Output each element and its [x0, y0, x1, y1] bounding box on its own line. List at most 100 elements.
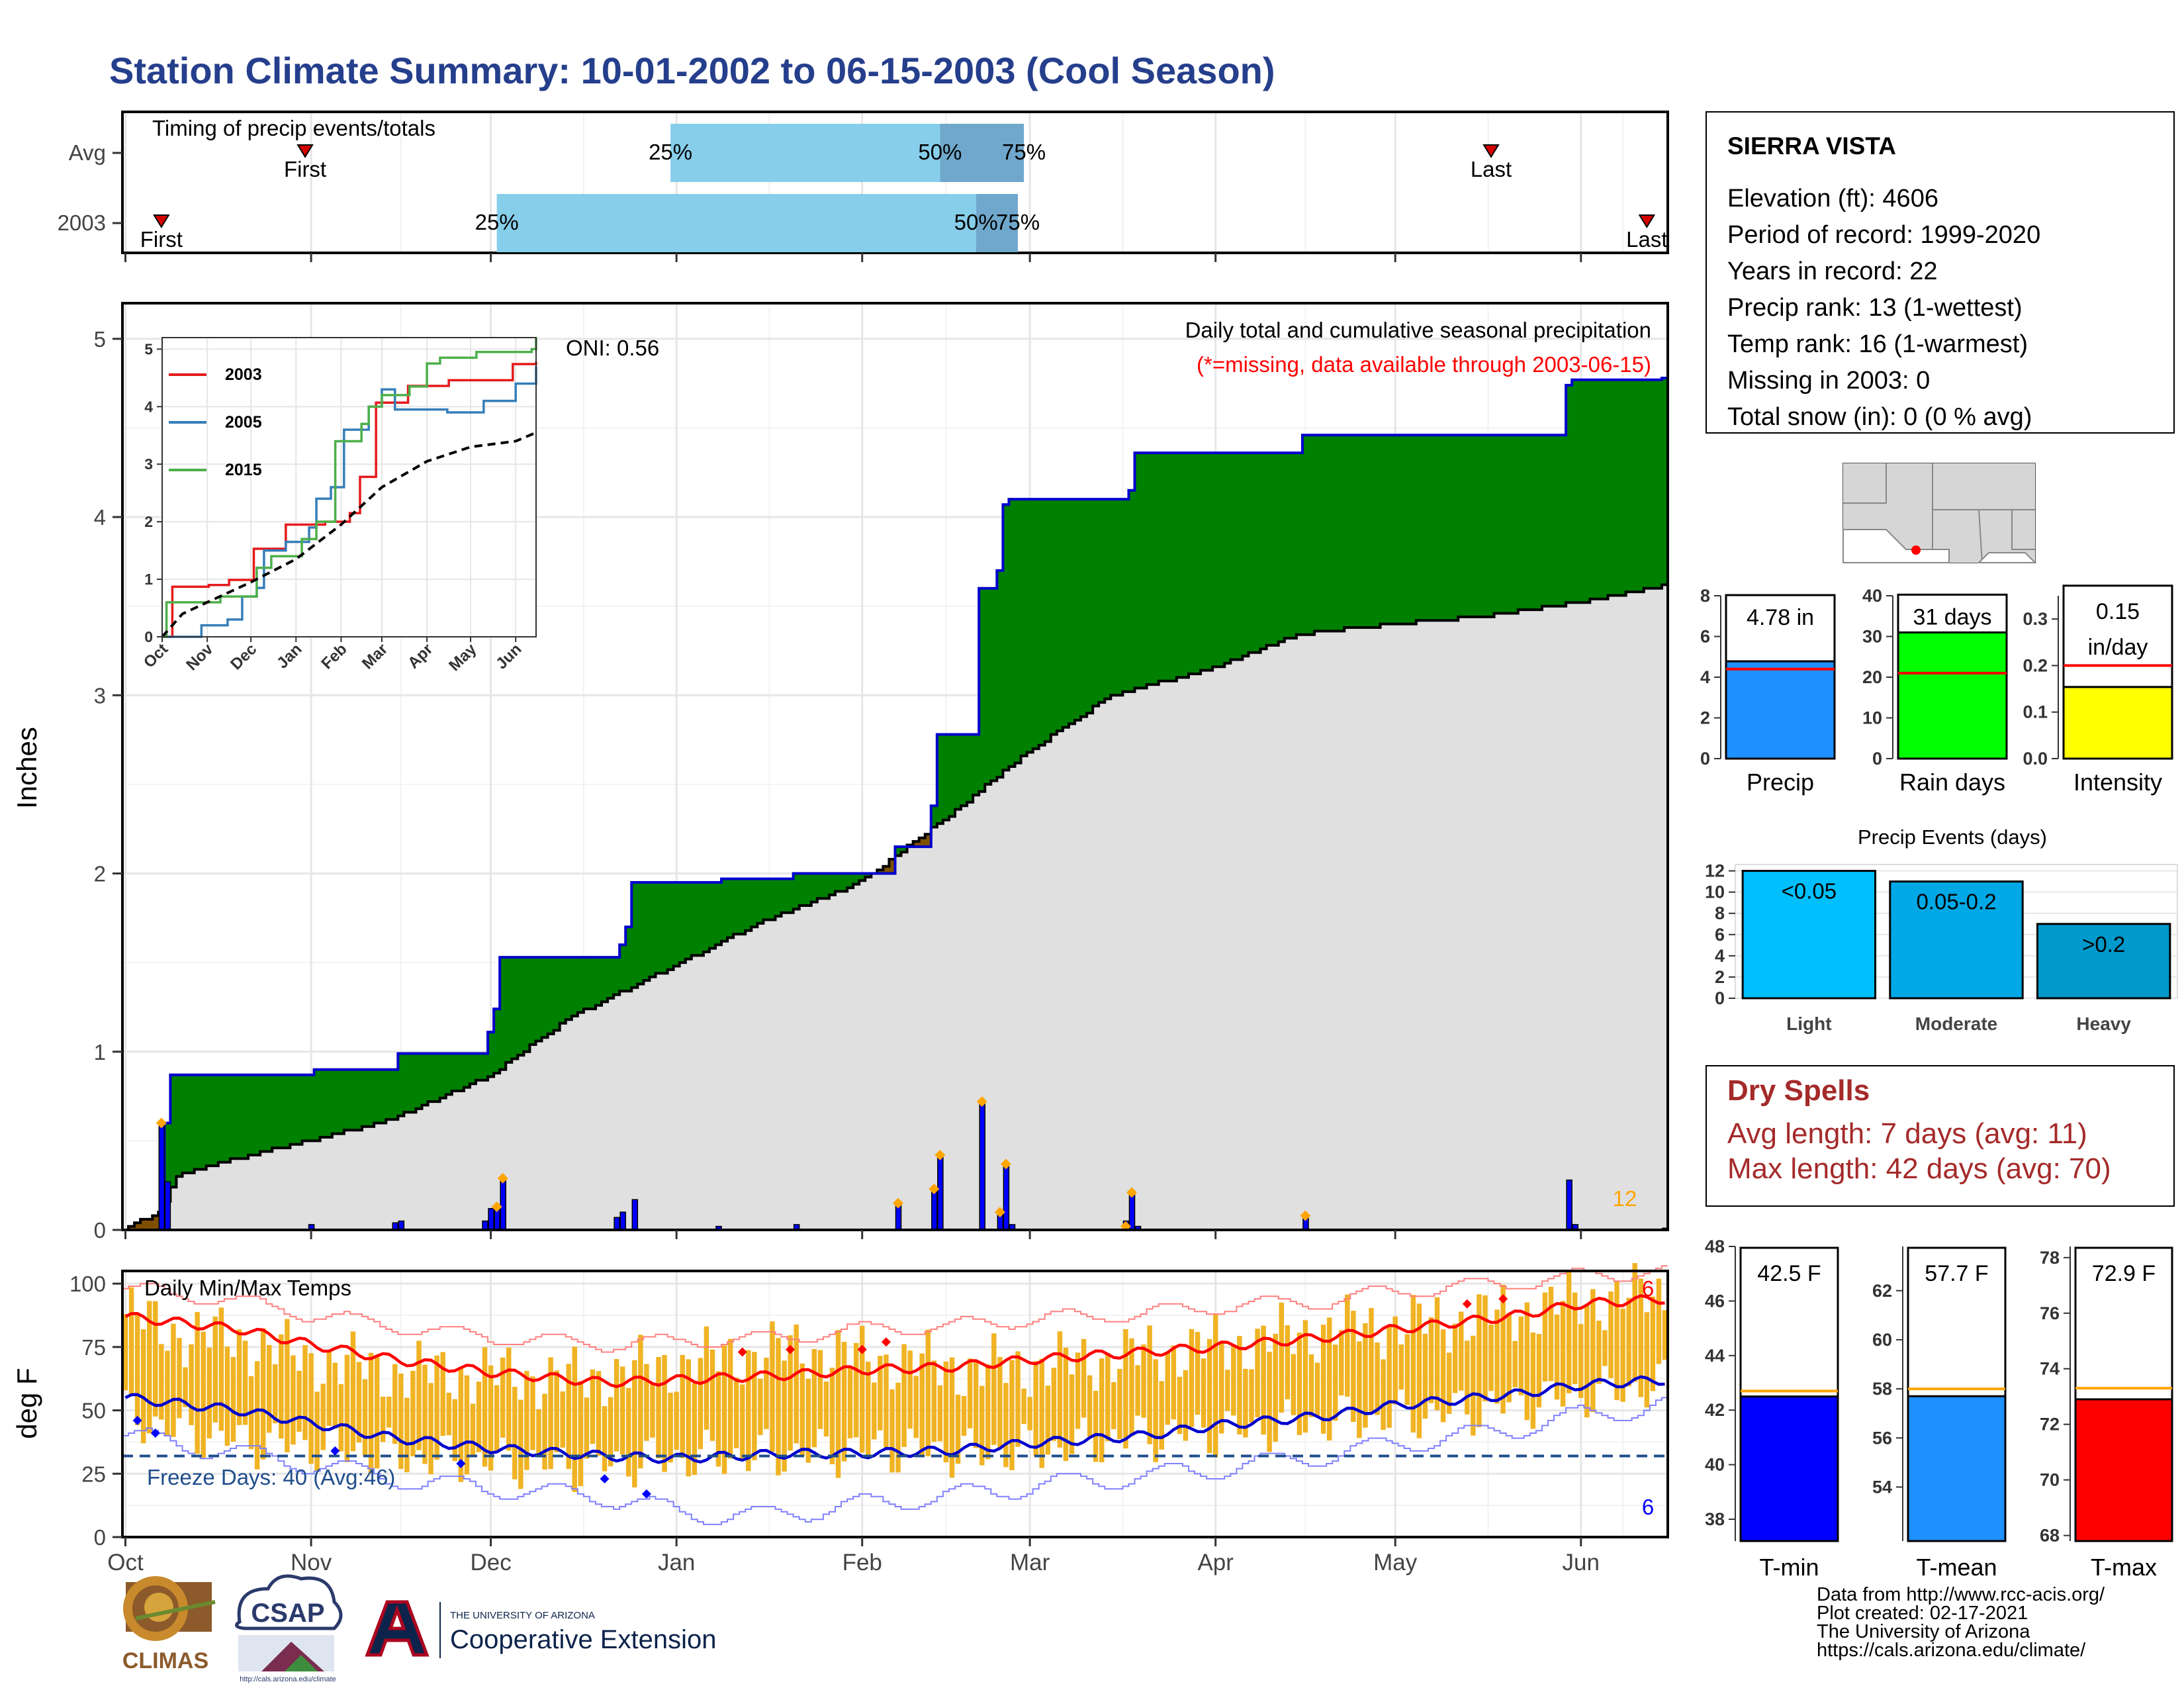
daily-temp-range-bar: [1243, 1368, 1248, 1438]
above-avg-fill: [1081, 499, 1087, 717]
above-avg-fill: [763, 878, 770, 920]
record-low-count: 6: [1642, 1495, 1654, 1519]
above-avg-fill: [1302, 435, 1309, 635]
avg-cumulative-area: [122, 585, 1668, 1230]
above-avg-fill: [1248, 453, 1255, 653]
above-avg-fill: [422, 1053, 429, 1105]
summary-value-box: [2062, 585, 2173, 688]
daily-precip-bar: [398, 1220, 405, 1231]
daily-temp-range-bar: [1465, 1340, 1470, 1415]
daily-temp-range-bar: [1231, 1345, 1236, 1416]
daily-temp-range-bar: [338, 1383, 344, 1452]
summary-value-label: 0.15: [2096, 599, 2140, 624]
daily-temp-range-bar: [794, 1324, 799, 1444]
temperature-summary-charts: 38 40 42 44 46 48 42.5 F T-min 54 56 58 60 62 57.7 F T…: [1705, 1237, 2173, 1581]
record-high-marker: [737, 1347, 747, 1357]
above-avg-fill: [1452, 435, 1459, 621]
precip-panel: Daily total and cumulative seasonal prec…: [11, 302, 1669, 1243]
temp-panel-title: Daily Min/Max Temps: [144, 1276, 351, 1300]
above-avg-fill: [1320, 435, 1327, 632]
below-avg-fill: [877, 870, 884, 874]
events-category-label: Heavy: [2076, 1013, 2131, 1034]
daily-temp-range-bar: [500, 1357, 506, 1438]
above-avg-fill: [547, 957, 555, 1034]
above-avg-fill: [1643, 379, 1651, 588]
above-avg-fill: [997, 570, 1004, 778]
above-avg-fill: [439, 1053, 447, 1098]
tsum-xlabel: T-min: [1760, 1554, 1819, 1581]
record-high-marker: [1498, 1294, 1508, 1304]
events-bar: [1741, 870, 1877, 1000]
above-avg-fill: [1038, 499, 1046, 745]
daily-temp-range-bar: [398, 1373, 404, 1470]
above-avg-fill: [457, 1053, 465, 1091]
above-avg-fill: [1188, 453, 1195, 674]
above-avg-fill: [1350, 435, 1357, 628]
daily-precip-bar: [1128, 1192, 1136, 1231]
record-high-marker: [881, 1337, 891, 1347]
below-avg-fill: [128, 1226, 135, 1230]
small-ytick-label: 4: [1700, 667, 1710, 687]
above-avg-fill: [326, 1069, 333, 1137]
tsum-ytick-label: 40: [1705, 1455, 1725, 1475]
summary-value-box: [1897, 593, 2008, 633]
daily-temp-range-bar: [171, 1323, 176, 1437]
record-low-marker: [132, 1415, 142, 1425]
daily-temp-range-bar: [997, 1356, 1003, 1449]
precip-ytick-label: 2: [94, 862, 106, 886]
above-avg-fill: [1625, 379, 1633, 592]
daily-precip-marker: [994, 1207, 1005, 1218]
daily-temp-range-bar: [835, 1330, 841, 1478]
summary-xlabel: Precip: [1747, 769, 1814, 796]
above-avg-fill: [967, 734, 974, 802]
above-avg-fill: [1602, 379, 1609, 599]
station-info-line: Temp rank: 16 (1-warmest): [1727, 330, 2028, 358]
daily-temp-range-bar: [536, 1409, 541, 1454]
above-avg-fill: [739, 878, 746, 935]
daily-temp-range-bar: [1069, 1374, 1075, 1454]
daily-temp-range-bar: [878, 1356, 883, 1430]
events-ytick-label: 12: [1705, 861, 1725, 881]
daily-temp-range-bar: [296, 1370, 302, 1432]
daily-temp-range-bar: [1015, 1351, 1021, 1447]
daily-temp-range-bar: [374, 1356, 380, 1469]
above-avg-fill: [637, 882, 644, 984]
inset-ytick-label: 5: [144, 340, 153, 357]
daily-temp-range-bar: [733, 1378, 739, 1448]
timing-avg-first-marker: [296, 144, 314, 158]
daily-temp-range-bar: [662, 1355, 667, 1472]
csap-logo-text: CSAP: [251, 1599, 324, 1628]
precip-ytick-label: 0: [94, 1218, 106, 1243]
above-avg-fill: [1608, 379, 1615, 596]
daily-temp-range-bar: [937, 1385, 943, 1442]
above-avg-fill: [374, 1069, 381, 1123]
above-avg-fill: [362, 1069, 369, 1127]
daily-precip-bar: [631, 1199, 639, 1231]
daily-precip-marker: [1126, 1187, 1137, 1198]
daily-temp-range-bar: [1482, 1295, 1488, 1401]
daily-temp-range-bar: [1201, 1358, 1206, 1428]
daily-temp-range-bar: [866, 1361, 871, 1456]
daily-temp-range-bar: [1129, 1338, 1134, 1436]
above-avg-fill: [445, 1053, 453, 1095]
daily-temp-range-bar: [1506, 1313, 1512, 1403]
footer: CLIMAS CSAP http://cals.arizona.edu/clim…: [122, 1574, 2105, 1683]
summary-value-label: in/day: [2088, 635, 2148, 660]
daily-temp-range-bar: [1057, 1331, 1063, 1448]
above-avg-fill: [368, 1069, 375, 1127]
tsum-ytick-label: 46: [1705, 1291, 1725, 1311]
daily-precip-bar: [1566, 1179, 1572, 1231]
daily-temp-range-bar: [1183, 1370, 1189, 1441]
above-avg-fill: [583, 957, 590, 1009]
ua-a-icon: [365, 1600, 430, 1657]
daily-temp-range-bar: [1536, 1334, 1542, 1408]
above-avg-fill: [1009, 499, 1016, 767]
above-avg-fill: [1416, 435, 1423, 621]
daily-temp-range-bar: [1123, 1329, 1128, 1449]
above-avg-fill: [1554, 435, 1561, 606]
daily-temp-range-bar: [1339, 1330, 1344, 1396]
daily-temp-range-bar: [1135, 1365, 1140, 1416]
above-avg-fill: [793, 873, 800, 910]
above-avg-fill: [1260, 453, 1267, 649]
daily-precip-bar: [1003, 1163, 1010, 1231]
